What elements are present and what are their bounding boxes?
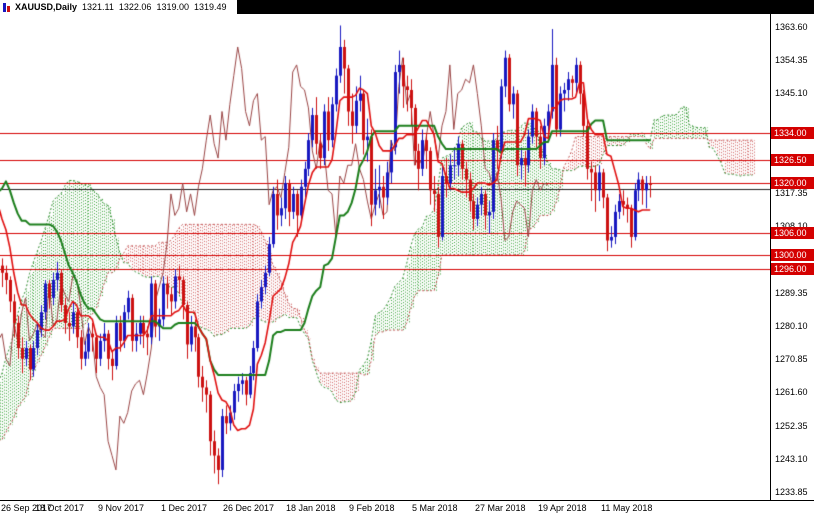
symbol-timeframe-label: XAUUSD,Daily xyxy=(15,2,78,12)
chart-area[interactable]: 1363.60 1354.35 1345.10 1317.35 1308.10 1289.… xyxy=(0,14,814,514)
date-tick-label: 18 Jan 2018 xyxy=(286,503,336,513)
price-level-badge: 1296.00 xyxy=(771,263,814,276)
price-tick-label: 1270.85 xyxy=(775,354,808,365)
price-tick-label: 1280.10 xyxy=(775,321,808,332)
chart-titlebar: XAUUSD,Daily 1321.11 1322.06 1319.00 131… xyxy=(0,0,814,14)
date-tick-label: 26 Dec 2017 xyxy=(223,503,275,513)
price-chart-canvas[interactable] xyxy=(0,14,770,500)
price-tick-label: 1317.35 xyxy=(775,187,808,198)
price-level-badge: 1306.00 xyxy=(771,227,814,240)
price-tick-label: 1354.35 xyxy=(775,55,808,66)
bar-high-value: 1322.06 xyxy=(118,2,152,12)
price-tick-label: 1261.60 xyxy=(775,387,808,398)
symbol-info-box: XAUUSD,Daily 1321.11 1322.06 1319.00 131… xyxy=(0,0,237,14)
date-tick-label: 9 Feb 2018 xyxy=(349,503,395,513)
bar-open-value: 1321.11 xyxy=(82,2,114,12)
bar-low-value: 1319.00 xyxy=(156,2,189,12)
date-tick-label: 11 May 2018 xyxy=(601,503,653,513)
price-tick-label: 1308.10 xyxy=(775,220,808,231)
price-level-badge: 1326.50 xyxy=(771,153,814,166)
date-tick-label: 26 Sep 2017 xyxy=(1,503,53,513)
bar-close-value: 1319.49 xyxy=(193,2,227,12)
price-tick-label: 1363.60 xyxy=(775,21,808,32)
date-tick-label: 1 Dec 2017 xyxy=(161,503,208,513)
date-tick-label: 5 Mar 2018 xyxy=(412,503,458,513)
date-tick-label: 27 Mar 2018 xyxy=(475,503,526,513)
price-level-badge: 1334.00 xyxy=(771,126,814,139)
date-tick-label: 18 Oct 2017 xyxy=(35,503,85,513)
date-tick-label: 19 Apr 2018 xyxy=(538,503,587,513)
price-tick-label: 1289.35 xyxy=(775,288,808,299)
date-tick-label: 9 Nov 2017 xyxy=(98,503,145,513)
price-tick-label: 1243.10 xyxy=(775,453,808,464)
price-level-badge: 1300.00 xyxy=(771,248,814,261)
time-axis[interactable]: 26 Sep 2017 18 Oct 2017 9 Nov 2017 1 Dec 20… xyxy=(0,500,814,514)
price-axis[interactable]: 1363.60 1354.35 1345.10 1317.35 1308.10 1289.… xyxy=(770,14,814,500)
price-tick-label: 1345.10 xyxy=(775,88,808,99)
price-level-badge: 1320.00 xyxy=(771,177,814,190)
price-tick-label: 1252.35 xyxy=(775,420,808,431)
candlestick-icon xyxy=(3,2,10,12)
price-tick-label: 1233.85 xyxy=(775,486,808,497)
